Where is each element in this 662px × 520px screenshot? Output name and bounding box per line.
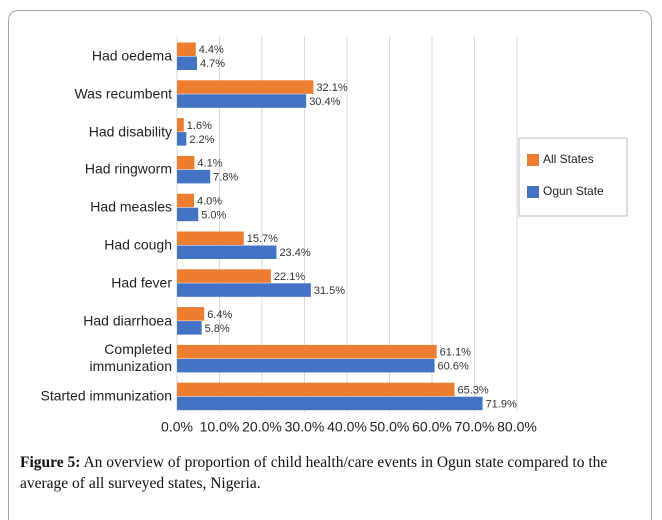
y-tick-label: Had disability <box>88 123 172 140</box>
data-label: 5.8% <box>205 323 230 335</box>
y-tick-label: Had diarrhoea <box>83 312 172 329</box>
y-tick-label: Had ringworm <box>84 160 172 177</box>
data-label: 7.8% <box>213 172 238 184</box>
data-label: 4.0% <box>197 195 222 207</box>
data-label: 71.9% <box>486 398 517 410</box>
data-label: 15.7% <box>247 233 278 245</box>
y-tick-label: Had fever <box>111 274 172 291</box>
bar <box>177 118 184 132</box>
legend-box <box>518 137 628 217</box>
y-tick-label: Had measles <box>90 198 172 215</box>
data-label: 6.4% <box>207 309 232 321</box>
bar <box>177 231 244 245</box>
data-label: 22.1% <box>274 271 305 283</box>
data-label: 5.0% <box>201 209 226 221</box>
bar <box>177 307 205 321</box>
legend-label: All States <box>543 152 594 166</box>
x-tick-label: 70.0% <box>455 419 495 435</box>
legend-swatch <box>527 186 539 198</box>
bar <box>177 42 196 56</box>
bar <box>177 321 202 335</box>
bar <box>177 94 307 108</box>
y-tick-label: Had oedema <box>91 47 172 64</box>
x-tick-label: 40.0% <box>327 419 367 435</box>
data-label: 4.4% <box>199 44 224 56</box>
y-tick-label: Completed immunization <box>89 341 172 375</box>
bar <box>177 382 455 397</box>
legend: All States Ogun State <box>518 137 628 217</box>
bar <box>177 283 311 297</box>
bar <box>177 80 314 94</box>
chart: 0.0% 10.0% 20.0% 30.0% 40.0% 50.0% 60.0% 70.0% 8… <box>161 36 628 435</box>
bar <box>177 358 435 373</box>
bar <box>177 169 211 184</box>
legend-label: Ogun State <box>543 184 604 198</box>
bar <box>177 56 197 70</box>
x-tick-label: 80.0% <box>497 419 537 435</box>
x-tick-label: 30.0% <box>285 419 325 435</box>
data-label: 65.3% <box>458 384 489 396</box>
data-label: 30.4% <box>309 96 340 108</box>
data-label: 60.6% <box>438 361 469 373</box>
bar <box>177 245 277 259</box>
bar <box>177 132 187 146</box>
bar <box>177 269 271 283</box>
bar <box>177 155 195 170</box>
data-label: 61.1% <box>440 347 471 359</box>
caption-label: Figure 5: <box>20 454 81 471</box>
x-tick-label: 20.0% <box>242 419 282 435</box>
caption-text: An overview of proportion of child healt… <box>20 454 608 492</box>
figure-frame <box>8 10 652 520</box>
x-tick-label: 10.0% <box>200 419 240 435</box>
bar <box>177 193 194 208</box>
bar <box>177 207 199 222</box>
data-label: 31.5% <box>314 285 345 297</box>
data-label: 1.6% <box>187 120 212 132</box>
bar <box>177 396 483 411</box>
bar <box>177 344 437 359</box>
x-tick-label: 60.0% <box>412 419 452 435</box>
data-label: 32.1% <box>316 82 347 94</box>
caption: Figure 5: An overview of proportion of c… <box>20 452 645 494</box>
data-label: 2.2% <box>189 134 214 146</box>
y-tick-label: Started immunization <box>40 387 172 404</box>
y-tick-label: Had cough <box>104 236 172 253</box>
data-label: 4.1% <box>197 158 222 170</box>
legend-swatch <box>527 154 539 166</box>
data-label: 23.4% <box>279 247 310 259</box>
data-label: 4.7% <box>200 58 225 70</box>
x-tick-label: 50.0% <box>370 419 410 435</box>
x-tick-label: 0.0% <box>161 419 193 435</box>
y-tick-label: Was recumbent <box>74 85 172 102</box>
